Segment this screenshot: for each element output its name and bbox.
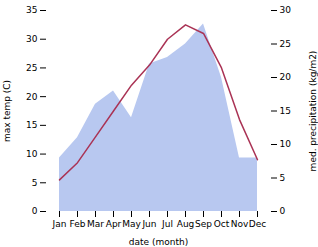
svg-text:25: 25	[26, 63, 37, 73]
svg-text:35: 35	[26, 5, 37, 15]
svg-text:Apr: Apr	[106, 219, 122, 229]
svg-text:max temp (C): max temp (C)	[2, 80, 12, 142]
svg-text:20: 20	[280, 72, 292, 82]
svg-text:Oct: Oct	[214, 219, 230, 229]
svg-text:5: 5	[280, 173, 286, 183]
svg-text:Jan: Jan	[52, 219, 67, 229]
svg-text:med. precipitation (kg/m2): med. precipitation (kg/m2)	[308, 51, 318, 172]
svg-text:0: 0	[280, 206, 286, 216]
svg-text:10: 10	[26, 149, 38, 159]
svg-text:30: 30	[26, 34, 38, 44]
svg-text:date (month): date (month)	[129, 237, 188, 247]
svg-text:May: May	[122, 219, 141, 229]
svg-text:Jul: Jul	[161, 219, 173, 229]
svg-text:Mar: Mar	[87, 219, 104, 229]
svg-text:Dec: Dec	[249, 219, 266, 229]
svg-text:30: 30	[280, 5, 292, 15]
svg-text:20: 20	[26, 92, 38, 102]
svg-text:10: 10	[280, 139, 292, 149]
svg-text:0: 0	[32, 206, 38, 216]
svg-text:Sep: Sep	[195, 219, 212, 229]
svg-text:15: 15	[280, 106, 291, 116]
svg-text:5: 5	[32, 178, 38, 188]
svg-text:Aug: Aug	[177, 219, 195, 229]
svg-text:Feb: Feb	[70, 219, 86, 229]
svg-text:15: 15	[26, 120, 37, 130]
svg-text:Jun: Jun	[141, 219, 156, 229]
svg-text:25: 25	[280, 39, 291, 49]
svg-text:Nov: Nov	[231, 219, 249, 229]
